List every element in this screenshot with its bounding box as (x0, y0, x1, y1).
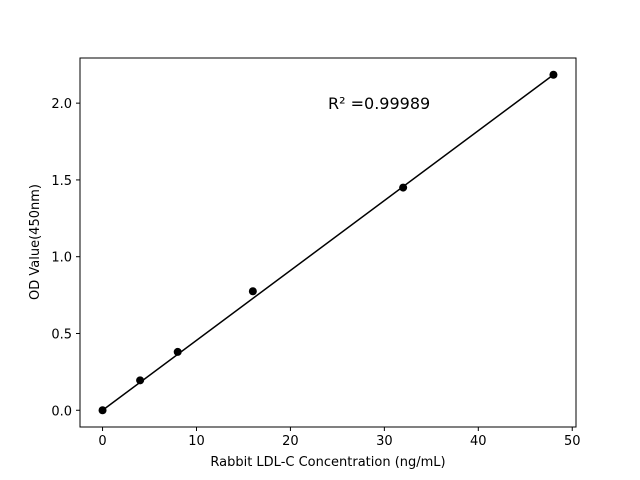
data-point (399, 183, 408, 192)
y-tick-label: 1.5 (51, 174, 72, 189)
data-point (248, 287, 257, 296)
y-tick-label: 2.0 (51, 97, 72, 112)
data-point (98, 406, 107, 415)
data-point (173, 347, 182, 356)
plot-frame (79, 57, 577, 428)
fit-line (102, 74, 554, 411)
x-tick-label: 50 (564, 434, 581, 449)
x-tick-label: 10 (188, 434, 205, 449)
annotation: R² =0.99989 (328, 94, 430, 113)
x-tick-label: 40 (470, 434, 487, 449)
x-tick-label: 0 (98, 434, 106, 449)
x-axis-label: Rabbit LDL-C Concentration (ng/mL) (210, 455, 445, 470)
x-tick-label: 30 (376, 434, 393, 449)
data-point (136, 376, 145, 385)
y-tick-label: 0.5 (51, 327, 72, 342)
data-point (549, 70, 558, 79)
x-tick-label: 20 (282, 434, 299, 449)
y-tick-label: 1.0 (51, 251, 72, 266)
y-axis-label: OD Value(450nm) (28, 184, 43, 300)
y-tick-label: 0.0 (51, 404, 72, 419)
